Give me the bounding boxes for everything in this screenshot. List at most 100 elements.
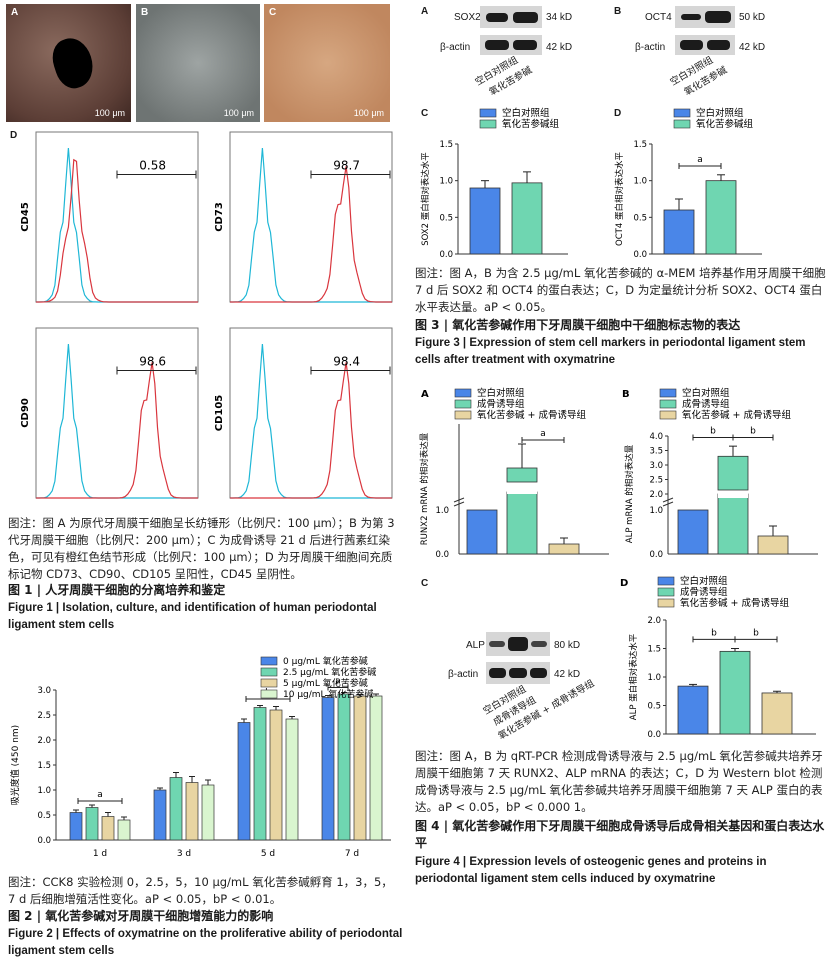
flow-box <box>229 327 393 499</box>
actin-label-3b: β-actin <box>635 42 666 53</box>
y-tick-label: 3.5 <box>649 447 663 457</box>
y-tick-label: 0.5 <box>439 213 453 223</box>
actin-blot-3b <box>675 35 735 55</box>
bar <box>677 685 709 735</box>
axis-break <box>453 497 465 503</box>
flow-box <box>35 327 199 499</box>
bar <box>469 187 501 255</box>
bar <box>717 455 749 491</box>
y-axis-label: ALP 蛋白相对表达水平 <box>628 633 639 720</box>
y-tick-label: 0.5 <box>647 702 661 712</box>
bar-break <box>718 490 748 498</box>
y-tick-label: 3.0 <box>37 686 51 696</box>
actin-label-3a: β-actin <box>440 42 471 53</box>
sox2-label: SOX2 <box>454 12 481 23</box>
bar <box>511 182 543 255</box>
actin-blot-4c <box>486 662 550 684</box>
marker-histogram <box>230 166 392 303</box>
sox2-blot <box>480 6 542 28</box>
legend-label: 空白对照组 <box>696 107 744 119</box>
bar <box>506 491 538 555</box>
legend-label: 成骨诱导组 <box>682 398 730 410</box>
y-axis-label: 吸光度值 (450 nm) <box>9 725 21 805</box>
fig3-label-b: B <box>614 6 622 17</box>
y-tick-label: 3.0 <box>649 461 663 471</box>
panel-label-a: A <box>11 7 19 18</box>
legend-swatch <box>260 667 278 677</box>
sig-label: a <box>697 155 703 165</box>
y-axis-label: OCT4 蛋白相对表达水平 <box>614 152 625 246</box>
y-tick-label: 4.0 <box>649 432 663 442</box>
x-tick-label: 5 d <box>261 849 275 859</box>
legend-label: 氧化苦参碱组 <box>502 118 560 130</box>
bar <box>548 543 580 555</box>
panel-label-4b: B <box>622 389 630 400</box>
y-tick-label: 1.0 <box>439 177 453 187</box>
actin-label-4c: β-actin <box>448 669 479 680</box>
panel-label-d: D <box>10 130 18 141</box>
alp-label: ALP <box>466 640 485 651</box>
legend-swatch <box>454 388 472 398</box>
legend-label: 0 μg/mL 氧化苦参碱 <box>283 655 368 667</box>
bar <box>117 819 131 841</box>
fig2-title-cn: 图 2 | 氧化苦参碱对牙周膜干细胞增殖能力的影响 <box>8 909 274 923</box>
panel-label-b: B <box>141 7 149 18</box>
axis-break <box>662 501 674 507</box>
fig2-title-en: Figure 2 | Effects of oxymatrine on the … <box>8 928 403 957</box>
sig-label: b <box>753 628 759 638</box>
y-tick-label: 0.0 <box>37 836 51 846</box>
y-axis-label: ALP mRNA 的相对表达量 <box>624 444 635 543</box>
legend-swatch <box>659 388 677 398</box>
bar <box>169 777 183 841</box>
alp-kd: 80 kD <box>554 640 581 651</box>
legend-label: 成骨诱导组 <box>477 398 525 410</box>
legend-swatch <box>479 108 497 118</box>
sig-label: b <box>711 628 717 638</box>
legend-label: 氧化苦参碱组 <box>696 118 754 130</box>
bar <box>757 535 789 555</box>
y-tick-label: 0.0 <box>633 250 647 260</box>
fig3-title-en: Figure 3 | Expression of stem cell marke… <box>415 337 806 366</box>
y-tick-label: 1.0 <box>649 506 663 516</box>
bar <box>466 509 498 555</box>
fig3-label-d: D <box>614 108 622 119</box>
bar <box>705 180 737 255</box>
bar <box>101 816 115 841</box>
y-tick-label: 2.5 <box>37 711 51 721</box>
legend-swatch <box>657 598 675 608</box>
legend-swatch <box>659 410 677 420</box>
y-tick-label: 0.0 <box>647 730 661 740</box>
y-tick-label: 0.5 <box>37 811 51 821</box>
fig1-note: 图注：图 A 为原代牙周膜干细胞呈长纺锤形（比例尺：100 μm）；B 为第 3… <box>8 516 395 581</box>
legend-swatch <box>454 399 472 409</box>
fig3-title-cn: 图 3 | 氧化苦参碱作用下牙周膜干细胞中干细胞标志物的表达 <box>415 318 741 332</box>
sig-label: b <box>750 426 756 436</box>
legend-swatch <box>479 119 497 129</box>
marker-label: CD105 <box>214 395 225 432</box>
legend-label: 5 μg/mL 氧化苦参碱 <box>283 677 368 689</box>
sox2-kd: 34 kD <box>546 12 573 23</box>
fig4-title-en: Figure 4 | Expression levels of osteogen… <box>415 856 767 885</box>
bar <box>269 709 283 841</box>
flow-box <box>229 131 393 303</box>
x-tick-label: 7 d <box>345 849 359 859</box>
legend-swatch <box>454 410 472 420</box>
scale-label-b: 100 μm <box>223 108 254 118</box>
bar <box>369 695 383 841</box>
bar <box>337 693 351 841</box>
fig3-note: 图注：图 A，B 为含 2.5 μg/mL 氧化苦参碱的 α-MEM 培养基作用… <box>415 266 826 314</box>
legend-swatch <box>657 576 675 586</box>
x-tick-label: 3 d <box>177 849 191 859</box>
fig3-label-c: C <box>421 108 429 119</box>
y-tick-label: 1.5 <box>37 761 51 771</box>
scale-label-a: 100 μm <box>94 108 125 118</box>
axis-break <box>453 501 465 507</box>
gate-value: 98.6 <box>139 355 166 369</box>
bar <box>663 209 695 255</box>
bar <box>237 722 251 841</box>
axis-break <box>662 497 674 503</box>
actin-kd-3a: 42 kD <box>546 42 573 53</box>
legend-swatch <box>260 656 278 666</box>
